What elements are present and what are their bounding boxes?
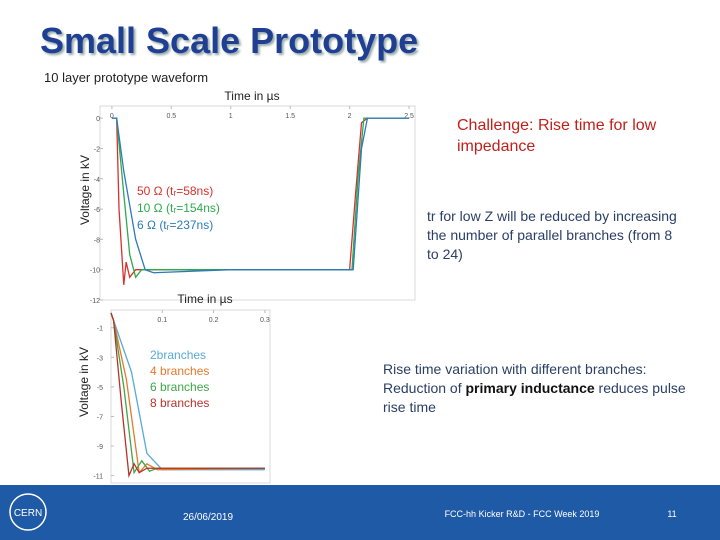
- y-tick-label: -12: [90, 298, 100, 305]
- footer-bar: [0, 485, 720, 540]
- x-tick-label: 1.5: [285, 113, 295, 120]
- y-tick-label: -5: [97, 385, 103, 392]
- legend-label: 6 branches: [150, 380, 209, 394]
- footer-date: 26/06/2019: [183, 512, 233, 523]
- logo-text: CERN: [14, 508, 42, 519]
- note-part: Rise time variation with different branc…: [383, 361, 647, 396]
- note: tr for low Z will be reduced by increasi…: [427, 208, 677, 262]
- x-axis-title: Time in µs: [224, 89, 279, 103]
- x-tick-label: 0.5: [166, 113, 176, 120]
- x-tick-label: 2.5: [404, 113, 414, 120]
- y-tick-label: -8: [94, 237, 100, 244]
- logo: [9, 493, 47, 531]
- x-tick-label: 1: [229, 113, 233, 120]
- footer-page: 11: [667, 509, 676, 519]
- subtitle: 10 layer prototype waveform: [44, 70, 209, 85]
- y-tick-label: -7: [97, 414, 103, 421]
- legend-label: 10 Ω (tᵣ=154ns): [137, 201, 220, 215]
- legend-label: 6 Ω (tᵣ=237ns): [137, 218, 213, 232]
- y-tick-label: -9: [97, 444, 103, 451]
- y-tick-label: 0: [96, 116, 100, 123]
- note-emphasis: primary inductance: [465, 380, 595, 396]
- y-tick-label: -4: [94, 177, 100, 184]
- series-line: [111, 117, 410, 274]
- x-axis-title: Time in µs: [177, 292, 232, 306]
- legend-label: 8 branches: [150, 396, 209, 410]
- legend-label: 4 branches: [150, 364, 209, 378]
- x-tick-label: 0.2: [209, 317, 219, 324]
- y-axis-title: Voltage in kV: [78, 155, 92, 225]
- plot-area: [110, 309, 271, 484]
- y-tick-label: -6: [94, 207, 100, 214]
- x-tick-label: 0.1: [157, 317, 167, 324]
- note: Rise time variation with different branc…: [383, 360, 703, 417]
- y-tick-label: -11: [93, 474, 103, 481]
- y-axis-title: Voltage in kV: [77, 347, 91, 417]
- x-tick-label: 0.3: [260, 317, 270, 324]
- y-tick-label: -2: [94, 146, 100, 153]
- legend-label: 2branches: [150, 348, 206, 362]
- x-tick-label: 0: [110, 113, 114, 120]
- y-tick-label: -3: [97, 355, 103, 362]
- note-part: reduces pulse rise time: [383, 380, 686, 415]
- legend-label: 50 Ω (tᵣ=58ns): [137, 184, 213, 198]
- title: Small Scale Prototype: [40, 20, 419, 61]
- y-tick-label: -10: [90, 268, 100, 275]
- y-tick-label: -1: [97, 326, 103, 333]
- footer-event: FCC-hh Kicker R&D - FCC Week 2019: [445, 509, 600, 519]
- x-tick-label: 2: [348, 113, 352, 120]
- series-line: [110, 312, 265, 479]
- challenge: Challenge: Rise time for low impedance: [457, 117, 657, 155]
